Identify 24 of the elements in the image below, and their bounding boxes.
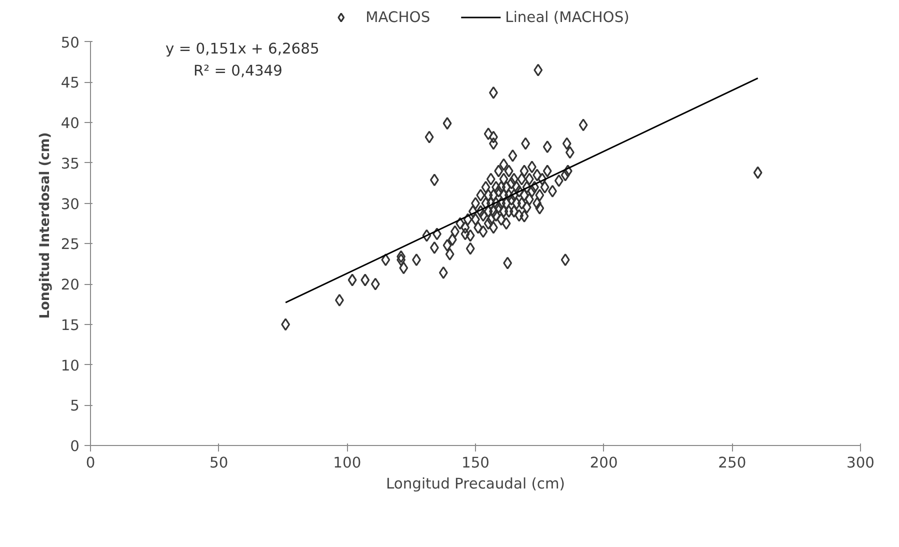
x-tick-label: 50 — [210, 454, 228, 472]
legend-label: MACHOS — [366, 8, 430, 26]
y-tick-label: 50 — [60, 34, 80, 52]
y-tick-label: 5 — [70, 398, 80, 415]
y-tick-label: 45 — [60, 74, 80, 92]
y-tick-label: 35 — [60, 155, 80, 172]
x-tick-label: 100 — [333, 454, 362, 472]
annotation: y = 0,151x + 6,2685 — [166, 40, 320, 58]
x-tick-label: 0 — [86, 454, 96, 472]
x-axis-title: Longitud Precaudal (cm) — [386, 476, 565, 492]
y-tick-label: 30 — [60, 196, 80, 213]
y-tick-label: 10 — [60, 357, 80, 374]
x-tick-label: 200 — [590, 454, 618, 472]
y-tick-label: 40 — [60, 115, 80, 132]
y-axis-title: Longitud Interdosal (cm) — [38, 132, 53, 319]
y-tick-label: 25 — [60, 236, 80, 254]
x-tick-label: 150 — [462, 454, 490, 472]
annotation: R² = 0,4349 — [194, 62, 282, 80]
y-tick-label: 20 — [60, 276, 80, 294]
legend-label: Lineal (MACHOS) — [505, 8, 630, 26]
x-tick-label: 300 — [846, 454, 874, 472]
x-tick-label: 250 — [718, 454, 746, 472]
y-tick-label: 15 — [60, 316, 80, 334]
y-tick-label: 0 — [70, 438, 80, 455]
